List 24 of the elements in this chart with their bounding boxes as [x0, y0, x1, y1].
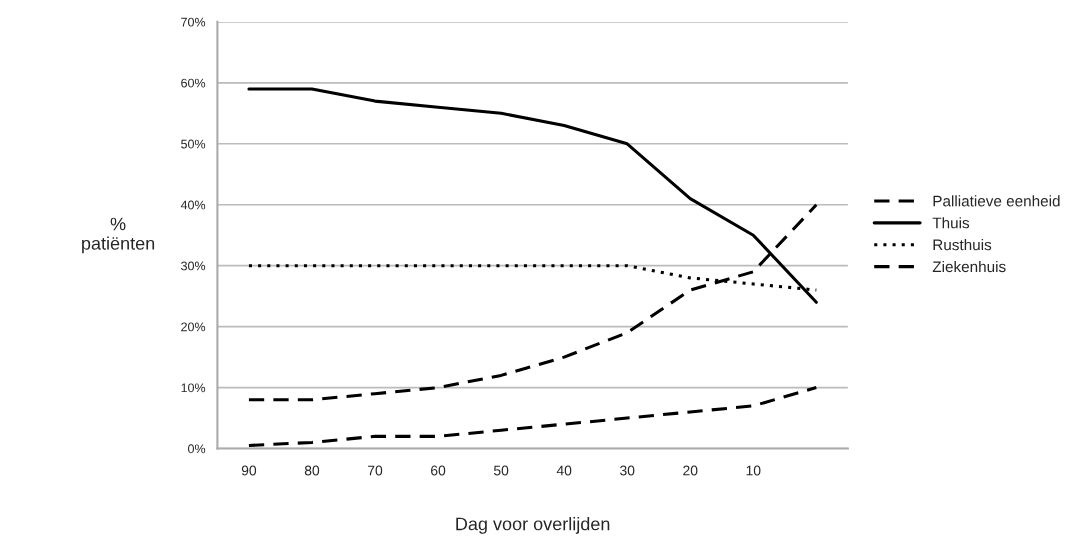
x-tick-label: 90	[241, 465, 257, 476]
x-axis-title: Dag voor overlijden	[456, 517, 610, 534]
x-tick-label: 40	[556, 465, 572, 476]
x-tick-label: 20	[683, 465, 698, 476]
y-tick-label: 30%	[181, 261, 206, 271]
x-tick-label: 10	[746, 465, 761, 476]
x-tick-label: 50	[493, 465, 509, 476]
y-tick-label: 60%	[181, 78, 206, 88]
line-series	[247, 386, 818, 448]
x-tick-label: 60	[431, 465, 446, 476]
legend-label: Ziekenhuis	[932, 260, 1006, 273]
y-axis-title: % patiënten	[82, 217, 155, 254]
x-tick-label: 30	[620, 465, 635, 476]
y-tick-label: 10%	[181, 383, 206, 393]
legend-label: Rusthuis	[933, 239, 992, 251]
y-tick-label: 70%	[181, 17, 206, 27]
legend-label: Thuis	[932, 217, 970, 229]
y-tick-label: 50%	[181, 139, 206, 149]
x-tick-label: 80	[304, 465, 320, 476]
y-tick-label: 20%	[181, 322, 206, 332]
y-tick-label: 40%	[180, 200, 206, 210]
x-tick-label: 70	[368, 465, 383, 476]
y-tick-label: 0%	[188, 444, 206, 454]
legend-label: Palliatieve eenheid	[933, 195, 1060, 207]
